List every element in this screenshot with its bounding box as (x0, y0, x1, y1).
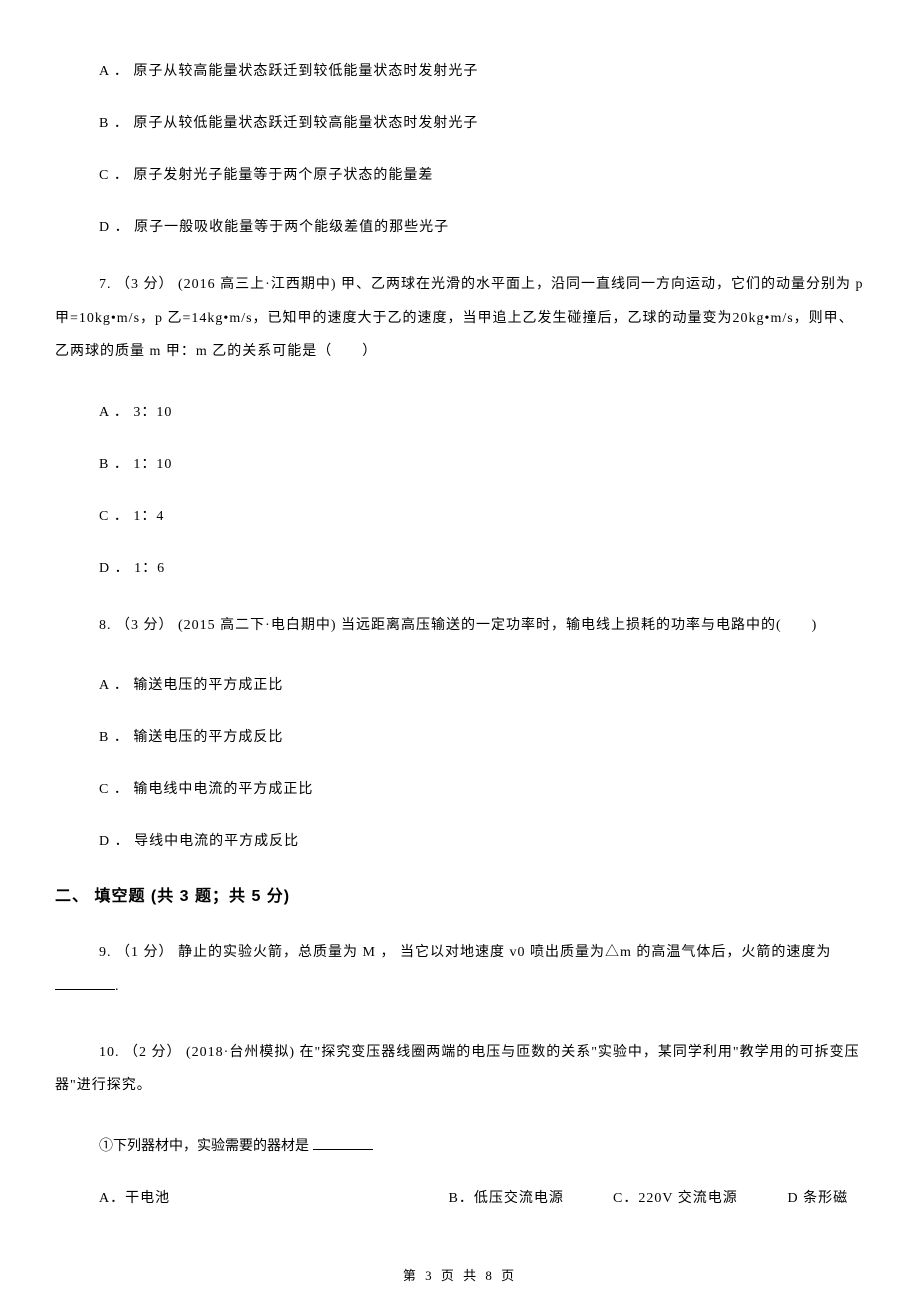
q7-text: 7. （3 分） (2016 高三上·江西期中) 甲、乙两球在光滑的水平面上，沿… (55, 268, 865, 369)
q9-prefix: 9. （1 分） 静止的实验火箭，总质量为 M ， 当它以对地速度 v0 喷出质… (99, 945, 831, 960)
q10-sub1: ①下列器材中，实验需要的器材是 (55, 1135, 865, 1155)
q8-text-content: 8. （3 分） (2015 高二下·电白期中) 当远距离高压输送的一定功率时，… (55, 609, 865, 643)
q7-text-content: 7. （3 分） (2016 高三上·江西期中) 甲、乙两球在光滑的水平面上，沿… (55, 268, 865, 369)
q10-text: 10. （2 分） (2018·台州模拟) 在"探究变压器线圈两端的电压与匝数的… (55, 1036, 865, 1103)
q8-option-d: D ． 导线中电流的平方成反比 (55, 830, 865, 850)
q6-option-d: D ． 原子一般吸收能量等于两个能级差值的那些光子 (55, 216, 865, 236)
q7-option-a: A ． 3：10 (55, 401, 865, 421)
q6-option-b: B ． 原子从较低能量状态跃迁到较高能量状态时发射光子 (55, 112, 865, 132)
q10-equip-b: B．低压交流电源 (449, 1187, 609, 1207)
q10-equipment-row: A．干电池 B．低压交流电源 C．220V 交流电源 D 条形磁 (55, 1187, 865, 1207)
q10-sub1-blank[interactable] (313, 1136, 373, 1150)
q10-equip-d: D 条形磁 (788, 1187, 849, 1207)
q10-text-content: 10. （2 分） (2018·台州模拟) 在"探究变压器线圈两端的电压与匝数的… (55, 1036, 865, 1103)
q6-option-c: C ． 原子发射光子能量等于两个原子状态的能量差 (55, 164, 865, 184)
q8-option-b: B ． 输送电压的平方成反比 (55, 726, 865, 746)
q7-option-d: D ． 1：6 (55, 557, 865, 577)
q8-option-a: A ． 输送电压的平方成正比 (55, 674, 865, 694)
page-footer: 第 3 页 共 8 页 (0, 1265, 920, 1284)
q10-sub1-prefix: ①下列器材中，实验需要的器材是 (99, 1139, 313, 1154)
q7-option-c: C ． 1：4 (55, 505, 865, 525)
q9-blank[interactable] (55, 976, 115, 990)
section2-heading: 二、 填空题 (共 3 题；共 5 分) (55, 882, 865, 906)
q9-text: 9. （1 分） 静止的实验火箭，总质量为 M ， 当它以对地速度 v0 喷出质… (55, 936, 865, 1003)
q10-equip-a: A．干电池 (99, 1187, 444, 1207)
q8-option-c: C ． 输电线中电流的平方成正比 (55, 778, 865, 798)
q7-option-b: B ． 1：10 (55, 453, 865, 473)
q9-suffix: . (115, 979, 120, 994)
q6-option-a: A ． 原子从较高能量状态跃迁到较低能量状态时发射光子 (55, 60, 865, 80)
q10-equip-c: C．220V 交流电源 (613, 1187, 783, 1207)
q8-text: 8. （3 分） (2015 高二下·电白期中) 当远距离高压输送的一定功率时，… (55, 609, 865, 643)
